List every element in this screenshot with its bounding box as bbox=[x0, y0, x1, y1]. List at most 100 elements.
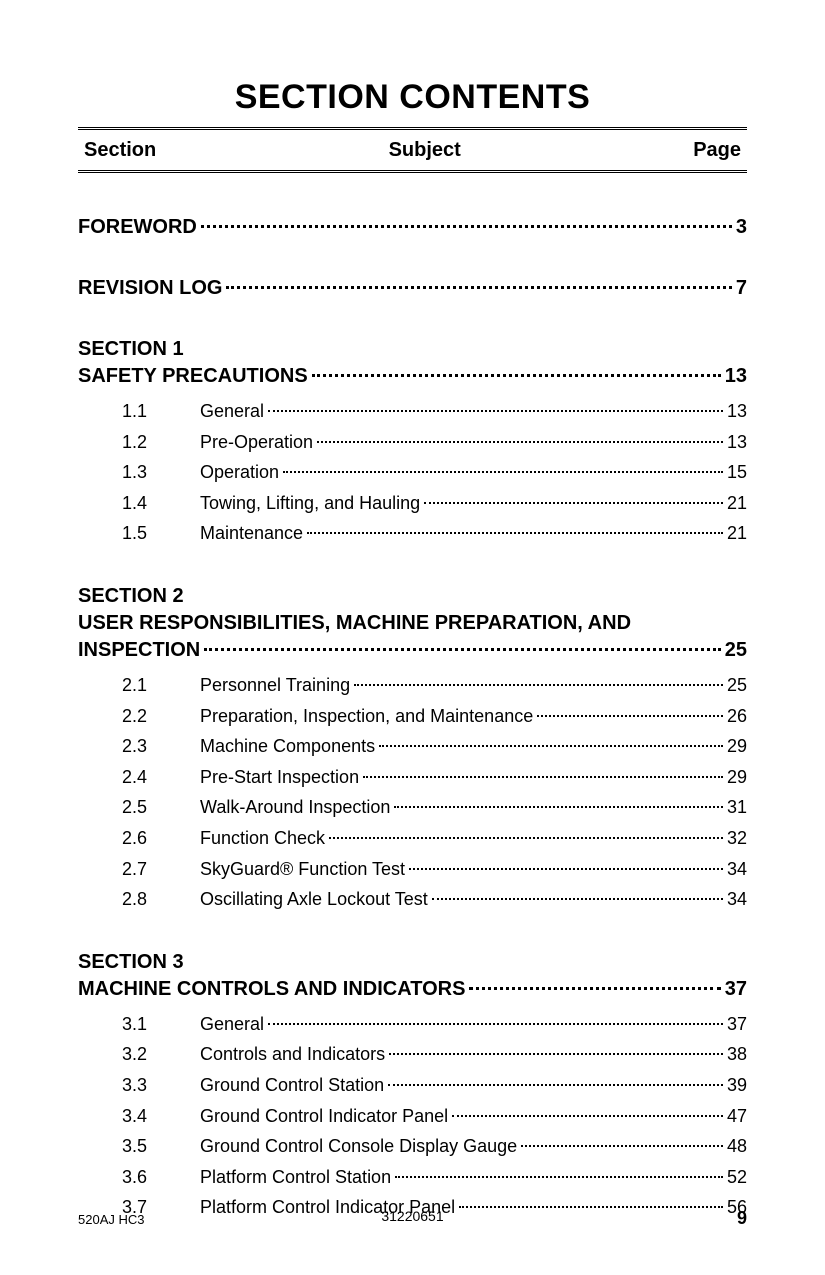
toc-sub-num: 2.7 bbox=[122, 854, 168, 885]
toc-sub-page: 31 bbox=[727, 792, 747, 823]
leader bbox=[283, 471, 723, 473]
leader bbox=[394, 806, 723, 808]
leader bbox=[379, 745, 723, 747]
toc-sub-row: 2.7 SkyGuard® Function Test 34 bbox=[78, 854, 747, 885]
toc-section-title: USER RESPONSIBILITIES, MACHINE PREPARATI… bbox=[78, 610, 747, 637]
toc-sub-page: 13 bbox=[727, 427, 747, 458]
toc-sub-page: 52 bbox=[727, 1162, 747, 1193]
toc-sub-title: Function Check bbox=[200, 823, 325, 854]
leader bbox=[409, 868, 723, 870]
toc-major-title: FOREWORD bbox=[78, 214, 197, 241]
toc-major-line: REVISION LOG7 bbox=[78, 275, 747, 302]
leader bbox=[329, 837, 723, 839]
toc-sub-title: Ground Control Console Display Gauge bbox=[200, 1131, 517, 1162]
rule-bottom bbox=[78, 170, 747, 174]
toc-sub-row: 1.4Towing, Lifting, and Hauling21 bbox=[78, 488, 747, 519]
leader bbox=[201, 225, 732, 228]
leader bbox=[317, 441, 723, 443]
toc-sub-page: 29 bbox=[727, 731, 747, 762]
toc-section-label: SECTION 3 bbox=[78, 949, 747, 976]
toc-sub-num: 2.8 bbox=[122, 884, 168, 915]
header-page: Page bbox=[693, 139, 741, 162]
toc-sub-page: 48 bbox=[727, 1131, 747, 1162]
toc-sub-page: 38 bbox=[727, 1039, 747, 1070]
toc-section-title: SAFETY PRECAUTIONS bbox=[78, 363, 308, 390]
toc-sub-title: Operation bbox=[200, 457, 279, 488]
leader bbox=[312, 374, 721, 377]
toc-sub-num: 2.1 bbox=[122, 670, 168, 701]
toc-sub-page: 34 bbox=[727, 854, 747, 885]
page-title: SECTION CONTENTS bbox=[78, 78, 747, 117]
leader bbox=[537, 715, 723, 717]
toc-sub-row: 3.1General37 bbox=[78, 1009, 747, 1040]
toc-sub-row: 3.5Ground Control Console Display Gauge4… bbox=[78, 1131, 747, 1162]
toc-sub-row: 2.1Personnel Training25 bbox=[78, 670, 747, 701]
toc-sub-page: 25 bbox=[727, 670, 747, 701]
toc-sub-list: 3.1General373.2 Controls and Indicators 38… bbox=[78, 1009, 747, 1223]
toc-sub-row: 3.6 Platform Control Station 52 bbox=[78, 1162, 747, 1193]
toc-sub-page: 15 bbox=[727, 457, 747, 488]
page: SECTION CONTENTS Section Subject Page FO… bbox=[0, 0, 825, 1275]
footer-center: 31220651 bbox=[78, 1208, 747, 1224]
toc-page: 3 bbox=[736, 214, 747, 241]
toc-sub-title: Pre-Start Inspection bbox=[200, 762, 359, 793]
toc-sub-title: General bbox=[200, 396, 264, 427]
toc-sub-num: 1.4 bbox=[122, 488, 168, 519]
toc-section-label: SECTION 1 bbox=[78, 336, 747, 363]
toc-sub-title: Maintenance bbox=[200, 518, 303, 549]
toc-sub-row: 2.5Walk-Around Inspection31 bbox=[78, 792, 747, 823]
toc-sub-title: Controls and Indicators bbox=[200, 1039, 385, 1070]
toc-sub-page: 37 bbox=[727, 1009, 747, 1040]
leader bbox=[307, 532, 723, 534]
toc-sub-row: 2.3Machine Components29 bbox=[78, 731, 747, 762]
toc-body: FOREWORD 3 REVISION LOG7 SECTION 1SAFETY PR… bbox=[78, 214, 747, 1223]
toc-sub-row: 3.2 Controls and Indicators 38 bbox=[78, 1039, 747, 1070]
toc-entry: SECTION 2USER RESPONSIBILITIES, MACHINE … bbox=[78, 583, 747, 915]
toc-section-title-cont: INSPECTION bbox=[78, 637, 200, 664]
toc-sub-num: 1.5 bbox=[122, 518, 168, 549]
toc-page: 25 bbox=[725, 637, 747, 664]
toc-sub-title: Platform Control Station bbox=[200, 1162, 391, 1193]
toc-section-line: INSPECTION 25 bbox=[78, 637, 747, 664]
footer: 520AJ HC3 31220651 9 bbox=[78, 1208, 747, 1229]
toc-sub-title: Ground Control Station bbox=[200, 1070, 384, 1101]
toc-sub-title: SkyGuard® Function Test bbox=[200, 854, 405, 885]
toc-sub-row: 3.3Ground Control Station39 bbox=[78, 1070, 747, 1101]
toc-section-line: SAFETY PRECAUTIONS13 bbox=[78, 363, 747, 390]
toc-header: Section Subject Page bbox=[78, 131, 747, 170]
leader bbox=[424, 502, 723, 504]
toc-sub-page: 39 bbox=[727, 1070, 747, 1101]
toc-entry: SECTION 3MACHINE CONTROLS AND INDICATORS… bbox=[78, 949, 747, 1223]
leader bbox=[521, 1145, 723, 1147]
toc-sub-page: 21 bbox=[727, 518, 747, 549]
leader bbox=[395, 1176, 723, 1178]
toc-sub-title: Towing, Lifting, and Hauling bbox=[200, 488, 420, 519]
header-section: Section bbox=[84, 139, 156, 162]
leader bbox=[268, 1023, 723, 1025]
toc-sub-num: 1.2 bbox=[122, 427, 168, 458]
toc-sub-row: 1.5 Maintenance 21 bbox=[78, 518, 747, 549]
toc-sub-num: 3.2 bbox=[122, 1039, 168, 1070]
toc-sub-num: 1.3 bbox=[122, 457, 168, 488]
toc-section-line: MACHINE CONTROLS AND INDICATORS37 bbox=[78, 976, 747, 1003]
leader bbox=[388, 1084, 723, 1086]
toc-sub-page: 34 bbox=[727, 884, 747, 915]
toc-sub-num: 3.4 bbox=[122, 1101, 168, 1132]
toc-major-line: FOREWORD 3 bbox=[78, 214, 747, 241]
toc-sub-num: 2.6 bbox=[122, 823, 168, 854]
toc-page: 37 bbox=[725, 976, 747, 1003]
leader bbox=[204, 648, 721, 651]
toc-sub-num: 3.6 bbox=[122, 1162, 168, 1193]
toc-sub-row: 2.8Oscillating Axle Lockout Test34 bbox=[78, 884, 747, 915]
toc-entry: SECTION 1SAFETY PRECAUTIONS131.1General1… bbox=[78, 336, 747, 549]
leader bbox=[432, 898, 723, 900]
toc-sub-title: Walk-Around Inspection bbox=[200, 792, 390, 823]
toc-sub-num: 2.3 bbox=[122, 731, 168, 762]
leader bbox=[452, 1115, 723, 1117]
leader bbox=[389, 1053, 723, 1055]
leader bbox=[268, 410, 723, 412]
toc-sub-page: 29 bbox=[727, 762, 747, 793]
toc-major-title: REVISION LOG bbox=[78, 275, 222, 302]
toc-sub-num: 2.2 bbox=[122, 701, 168, 732]
toc-sub-num: 3.1 bbox=[122, 1009, 168, 1040]
